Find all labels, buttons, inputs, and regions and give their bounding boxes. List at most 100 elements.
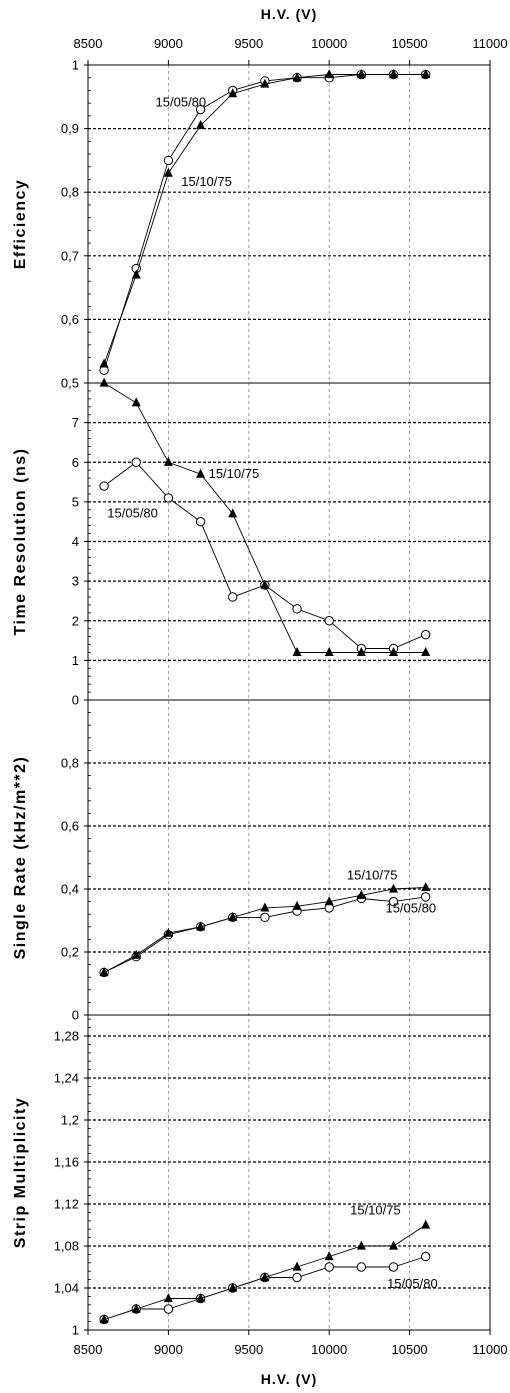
- x-tick-label-top: 10000: [311, 36, 347, 51]
- x-tick-label-bottom: 10500: [392, 1342, 428, 1357]
- time_resolution-y-tick-label: 2: [72, 613, 79, 628]
- x-tick-label-top: 8500: [74, 36, 103, 51]
- time_resolution-point-triangle: [356, 647, 366, 657]
- single_rate-point-triangle: [389, 883, 399, 893]
- x-tick-label-top: 9000: [154, 36, 183, 51]
- strip_multiplicity-point-triangle: [389, 1240, 399, 1250]
- strip_multiplicity-point-circle: [163, 1304, 174, 1314]
- single_rate-annotation: 15/10/75: [347, 868, 398, 883]
- strip_multiplicity-frame: [87, 1014, 491, 1331]
- strip_multiplicity-y-tick-label: 1: [72, 1323, 79, 1338]
- strip_multiplicity-annotation: 15/05/80: [387, 1276, 438, 1291]
- strip_multiplicity-point-triangle: [324, 1251, 334, 1261]
- single_rate-point-triangle: [228, 911, 238, 921]
- time_resolution-point-triangle: [260, 579, 270, 589]
- strip_multiplicity-annotation: 15/10/75: [350, 1203, 401, 1218]
- single_rate-point-triangle: [421, 882, 431, 892]
- time_resolution-point-circle: [324, 616, 334, 626]
- time_resolution-point-circle: [99, 481, 109, 491]
- efficiency-point-triangle: [356, 69, 366, 79]
- single_rate-annotation: 15/05/80: [385, 901, 436, 916]
- single_rate-y-tick-label: 0,8: [61, 756, 79, 771]
- efficiency-frame: [87, 64, 491, 384]
- single_rate-y-tick-label: 0,4: [61, 882, 79, 897]
- efficiency-point-triangle: [260, 78, 270, 88]
- single_rate-y-tick-label: 0,2: [61, 945, 79, 960]
- strip_multiplicity-point-triangle: [228, 1282, 238, 1292]
- time_resolution-point-triangle: [99, 377, 109, 387]
- strip_multiplicity-y-tick-label: 1,2: [61, 1113, 79, 1128]
- time_resolution-annotation: 15/10/75: [209, 466, 260, 481]
- strip_multiplicity-y-tick-label: 1,04: [54, 1281, 79, 1296]
- single_rate-point-triangle: [260, 902, 270, 912]
- efficiency-point-circle: [163, 155, 174, 166]
- efficiency-point-triangle: [228, 88, 238, 98]
- strip_multiplicity-y-tick-label: 1,12: [54, 1197, 79, 1212]
- x-tick-label-top: 11000: [472, 36, 507, 51]
- efficiency-point-triangle: [389, 69, 399, 79]
- time_resolution-y-tick-label: 7: [72, 415, 79, 430]
- time_resolution-y-tick-label: 6: [72, 455, 79, 470]
- strip_multiplicity-y-tick-label: 1,24: [54, 1071, 79, 1086]
- time_resolution-annotation: 15/05/80: [107, 506, 158, 521]
- x-tick-label-bottom: 9500: [234, 1342, 263, 1357]
- single_rate-point-triangle: [292, 900, 302, 910]
- time_resolution-y-tick-label: 5: [72, 494, 79, 509]
- efficiency-point-circle: [195, 104, 206, 115]
- strip_multiplicity-point-circle: [388, 1262, 399, 1272]
- time_resolution-point-circle: [163, 493, 174, 503]
- strip_multiplicity-point-triangle: [99, 1314, 109, 1324]
- time_resolution-point-circle: [292, 604, 302, 614]
- efficiency-point-triangle: [324, 69, 334, 79]
- x-tick-label-bottom: 9000: [154, 1342, 183, 1357]
- time_resolution-point-triangle: [228, 508, 238, 518]
- strip_multiplicity-y-tick-label: 1,16: [54, 1155, 79, 1170]
- efficiency-y-tick-label: 0,5: [61, 376, 79, 391]
- time_resolution-point-circle: [228, 592, 238, 602]
- efficiency-y-tick-label: 0,7: [61, 248, 79, 263]
- strip_multiplicity-y-axis-label: Strip Multiplicity: [12, 1097, 29, 1248]
- x-tick-label-bottom: 10000: [311, 1342, 347, 1357]
- time_resolution-point-triangle: [131, 397, 141, 407]
- efficiency-point-triangle: [292, 72, 302, 82]
- time_resolution-point-triangle: [421, 647, 431, 657]
- time_resolution-y-tick-label: 3: [72, 574, 79, 589]
- time_resolution-point-circle: [420, 629, 431, 640]
- strip_multiplicity-point-circle: [292, 1272, 302, 1283]
- efficiency-point-triangle: [131, 269, 141, 279]
- single_rate-frame: [87, 699, 491, 1016]
- x-axis-title-top: H.V. (V): [261, 6, 318, 22]
- single_rate-point-circle: [388, 896, 399, 907]
- efficiency-point-triangle: [163, 167, 173, 177]
- x-axis-title-bottom: H.V. (V): [261, 1371, 318, 1387]
- efficiency-y-tick-label: 0,9: [61, 121, 79, 136]
- efficiency-point-triangle: [99, 358, 109, 368]
- strip_multiplicity-point-triangle: [163, 1293, 173, 1303]
- strip_multiplicity-point-triangle: [421, 1219, 431, 1229]
- time_resolution-point-triangle: [196, 468, 206, 478]
- time_resolution-y-tick-label: 0: [72, 693, 79, 708]
- time_resolution-point-triangle: [324, 647, 334, 657]
- strip_multiplicity-point-triangle: [196, 1293, 206, 1303]
- time_resolution-y-tick-label: 1: [72, 653, 79, 668]
- strip_multiplicity-point-circle: [356, 1262, 367, 1272]
- efficiency-point-triangle: [421, 69, 431, 79]
- strip_multiplicity-y-tick-label: 1,28: [54, 1029, 79, 1044]
- time_resolution-point-triangle: [163, 456, 173, 466]
- time_resolution-y-tick-label: 4: [72, 534, 79, 549]
- strip_multiplicity-point-triangle: [356, 1240, 366, 1250]
- strip_multiplicity-y-tick-label: 1,08: [54, 1239, 79, 1254]
- single_rate-point-triangle: [131, 949, 141, 959]
- single_rate-point-triangle: [99, 967, 109, 977]
- single_rate-point-circle: [260, 912, 270, 923]
- efficiency-point-triangle: [196, 120, 206, 130]
- single_rate-point-circle: [420, 892, 431, 902]
- time_resolution-y-axis-label: Time Resolution (ns): [12, 448, 29, 636]
- strip_multiplicity-point-circle: [324, 1262, 334, 1272]
- strip_multiplicity-point-triangle: [131, 1303, 141, 1313]
- single_rate-y-tick-label: 0: [72, 1008, 79, 1023]
- efficiency-annotation: 15/10/75: [181, 174, 232, 189]
- efficiency-series-line-triangle: [103, 74, 426, 365]
- x-tick-label-top: 9500: [234, 36, 263, 51]
- efficiency-annotation: 15/05/80: [156, 94, 207, 109]
